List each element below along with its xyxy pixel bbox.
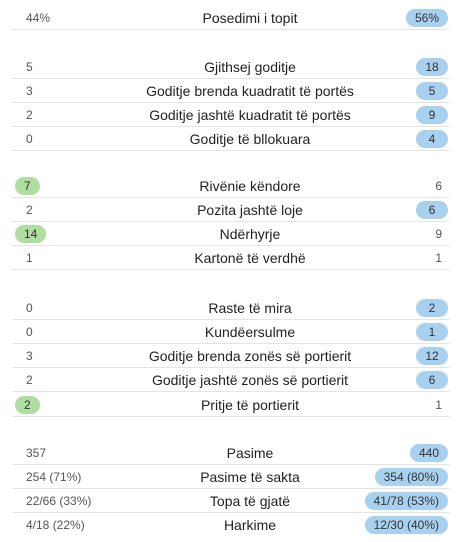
stat-row-possession: 44% Posedimi i topit 56%	[13, 6, 450, 30]
stat-label: Goditje jashtë zonës së portierit	[151, 372, 349, 388]
away-value: 41/78 (53%)	[364, 492, 448, 510]
stat-row-shots-on-target: 3 Goditje brenda kuadratit të portës 5	[13, 79, 450, 103]
home-value: 1	[26, 251, 33, 265]
away-value: 6	[435, 179, 442, 193]
stat-row-shots-outside-box: 2 Goditje jashtë zonës së portierit 6	[13, 368, 450, 392]
stat-label: Harkime	[223, 517, 277, 533]
stat-label: Goditje jashtë kuadratit të portës	[149, 107, 351, 123]
away-value: 12	[416, 347, 448, 365]
away-value: 6	[416, 201, 448, 219]
home-value: 2	[26, 203, 33, 217]
away-value: 4	[416, 130, 448, 148]
home-value: 44%	[26, 11, 51, 25]
home-value: 0	[26, 132, 33, 146]
away-value: 18	[416, 58, 448, 76]
stat-label: Goditje brenda kuadratit të portës	[146, 83, 354, 99]
home-value: 5	[26, 60, 33, 74]
stat-label: Pritje të portierit	[200, 397, 300, 413]
stat-row-crosses: 4/18 (22%) Harkime 12/30 (40%)	[13, 513, 450, 537]
stat-label: Ndërhyrje	[219, 226, 281, 242]
stat-label: Pozita jashtë loje	[197, 202, 303, 218]
away-value: 12/30 (40%)	[364, 516, 448, 534]
stat-row-goalkeeper-saves: 2 Pritje të portierit 1	[13, 393, 450, 417]
stat-row-total-shots: 5 Gjithsej goditje 18	[13, 55, 450, 79]
home-value: 2	[15, 396, 40, 414]
stat-label: Pasime	[226, 445, 274, 461]
stat-row-passes: 357 Pasime 440	[13, 441, 450, 465]
home-value: 2	[26, 373, 33, 387]
home-value: 0	[26, 301, 33, 315]
stat-row-shots-off-target: 2 Goditje jashtë kuadratit të portës 9	[13, 103, 450, 127]
home-value: 357	[26, 446, 47, 460]
home-value: 7	[15, 177, 40, 195]
home-value: 0	[26, 325, 33, 339]
stat-row-long-balls: 22/66 (33%) Topa të gjatë 41/78 (53%)	[13, 489, 450, 513]
home-value: 254 (71%)	[26, 470, 82, 484]
stat-label: Kartonë të verdhë	[194, 250, 306, 266]
stat-label: Kundëersulme	[204, 324, 296, 340]
stat-row-accurate-passes: 254 (71%) Pasime të sakta 354 (80%)	[13, 465, 450, 489]
home-value: 3	[26, 349, 33, 363]
stat-label: Topa të gjatë	[209, 493, 291, 509]
home-value: 14	[15, 225, 47, 243]
away-value: 5	[416, 82, 448, 100]
stat-label: Goditje brenda zonës së portierit	[148, 348, 352, 364]
stat-label: Raste të mira	[208, 300, 292, 316]
stat-label: Goditje të bllokuara	[189, 131, 311, 147]
away-value: 440	[409, 444, 448, 462]
stat-row-big-chances: 0 Raste të mira 2	[13, 296, 450, 320]
away-value: 9	[416, 106, 448, 124]
stat-row-fouls: 14 Ndërhyrje 9	[13, 222, 450, 246]
home-value: 22/66 (33%)	[26, 494, 92, 508]
away-value: 1	[435, 251, 442, 265]
away-value: 1	[416, 323, 448, 341]
stat-row-counter-attacks: 0 Kundëersulme 1	[13, 320, 450, 344]
home-value: 4/18 (22%)	[26, 518, 85, 532]
away-value: 2	[416, 299, 448, 317]
home-value: 2	[26, 108, 33, 122]
away-value: 56%	[405, 9, 448, 27]
away-value: 9	[435, 227, 442, 241]
stat-label: Pasime të sakta	[200, 469, 300, 485]
stat-row-yellow-cards: 1 Kartonë të verdhë 1	[13, 246, 450, 270]
stat-label: Posedimi i topit	[202, 10, 298, 26]
stat-row-offsides: 2 Pozita jashtë loje 6	[13, 198, 450, 222]
stat-label: Rivënie këndore	[199, 178, 301, 194]
home-value: 3	[26, 84, 33, 98]
stat-row-shots-inside-box: 3 Goditje brenda zonës së portierit 12	[13, 344, 450, 368]
stat-row-blocked-shots: 0 Goditje të bllokuara 4	[13, 127, 450, 151]
stat-row-corners: 7 Rivënie këndore 6	[13, 174, 450, 198]
stat-label: Gjithsej goditje	[204, 59, 296, 75]
away-value: 6	[416, 371, 448, 389]
away-value: 1	[435, 398, 442, 412]
away-value: 354 (80%)	[374, 468, 448, 486]
